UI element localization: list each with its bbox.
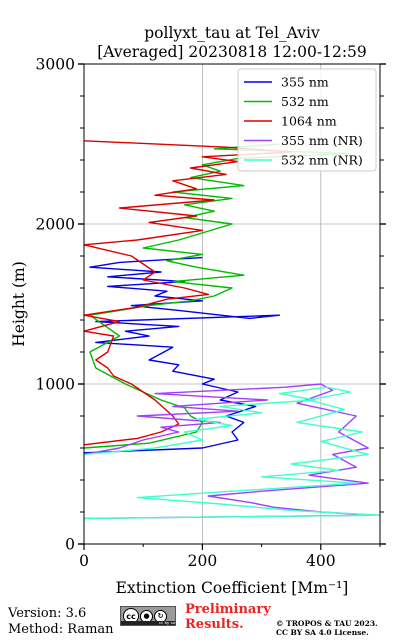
series-line-4 [83, 386, 381, 520]
y-axis-ticks: 0 1000 2000 3000 [36, 56, 386, 554]
legend: 355 nm 532 nm 1064 nm 355 nm (NR) 532 nm (NR… [237, 68, 377, 172]
preliminary-line-2: Results. [185, 617, 244, 632]
copyright-notice: © TROPOS & TAU 2023. CC BY SA 4.0 Licens… [276, 619, 378, 637]
y-tick-label-0: 0 [65, 536, 75, 554]
license-badge-text: cc by sa [121, 621, 175, 625]
x-tick-label-1: 200 [188, 552, 218, 570]
series-line-3 [83, 383, 375, 520]
legend-label-3: 355 nm (NR) [281, 133, 363, 148]
chart-title: pollyxt_tau at Tel_Aviv [144, 24, 320, 42]
cc-icon: cc [123, 608, 139, 624]
y-tick-label-2: 2000 [36, 216, 75, 234]
x-tick-label-2: 400 [306, 552, 336, 570]
x-axis-ticks: 0 200 400 [79, 544, 381, 570]
x-axis-label: Extinction Coefficient [Mm⁻¹] [116, 579, 349, 597]
y-tick-label-1: 1000 [36, 376, 75, 394]
cc-license-badge: cc ● ↻ cc by sa [120, 606, 176, 626]
plot-frame [83, 63, 381, 545]
legend-box [237, 68, 377, 172]
preliminary-line-1: Preliminary [185, 602, 271, 617]
copyright-line-1: © TROPOS & TAU 2023. [276, 619, 378, 628]
legend-label-4: 532 nm (NR) [281, 153, 363, 168]
footer-info: Version: 3.6 Method: Raman [8, 606, 114, 638]
y-axis-label: Height (m) [10, 261, 28, 347]
preliminary-notice: Preliminary Results. [185, 602, 271, 632]
legend-label-0: 355 nm [281, 75, 329, 90]
x-tick-label-0: 0 [79, 552, 89, 570]
method-text: Method: Raman [8, 622, 114, 637]
legend-label-2: 1064 nm [281, 114, 337, 129]
series-line-2 [83, 140, 292, 446]
series-line-0 [83, 256, 281, 454]
copyright-line-2: CC BY SA 4.0 License. [276, 628, 369, 637]
legend-label-1: 532 nm [281, 94, 329, 109]
version-text: Version: 3.6 [8, 606, 87, 621]
series-layer [83, 140, 381, 520]
chart-subtitle: [Averaged] 20230818 12:00-12:59 [97, 43, 367, 61]
y-tick-label-3: 3000 [36, 56, 75, 74]
series-line-1 [83, 143, 352, 449]
